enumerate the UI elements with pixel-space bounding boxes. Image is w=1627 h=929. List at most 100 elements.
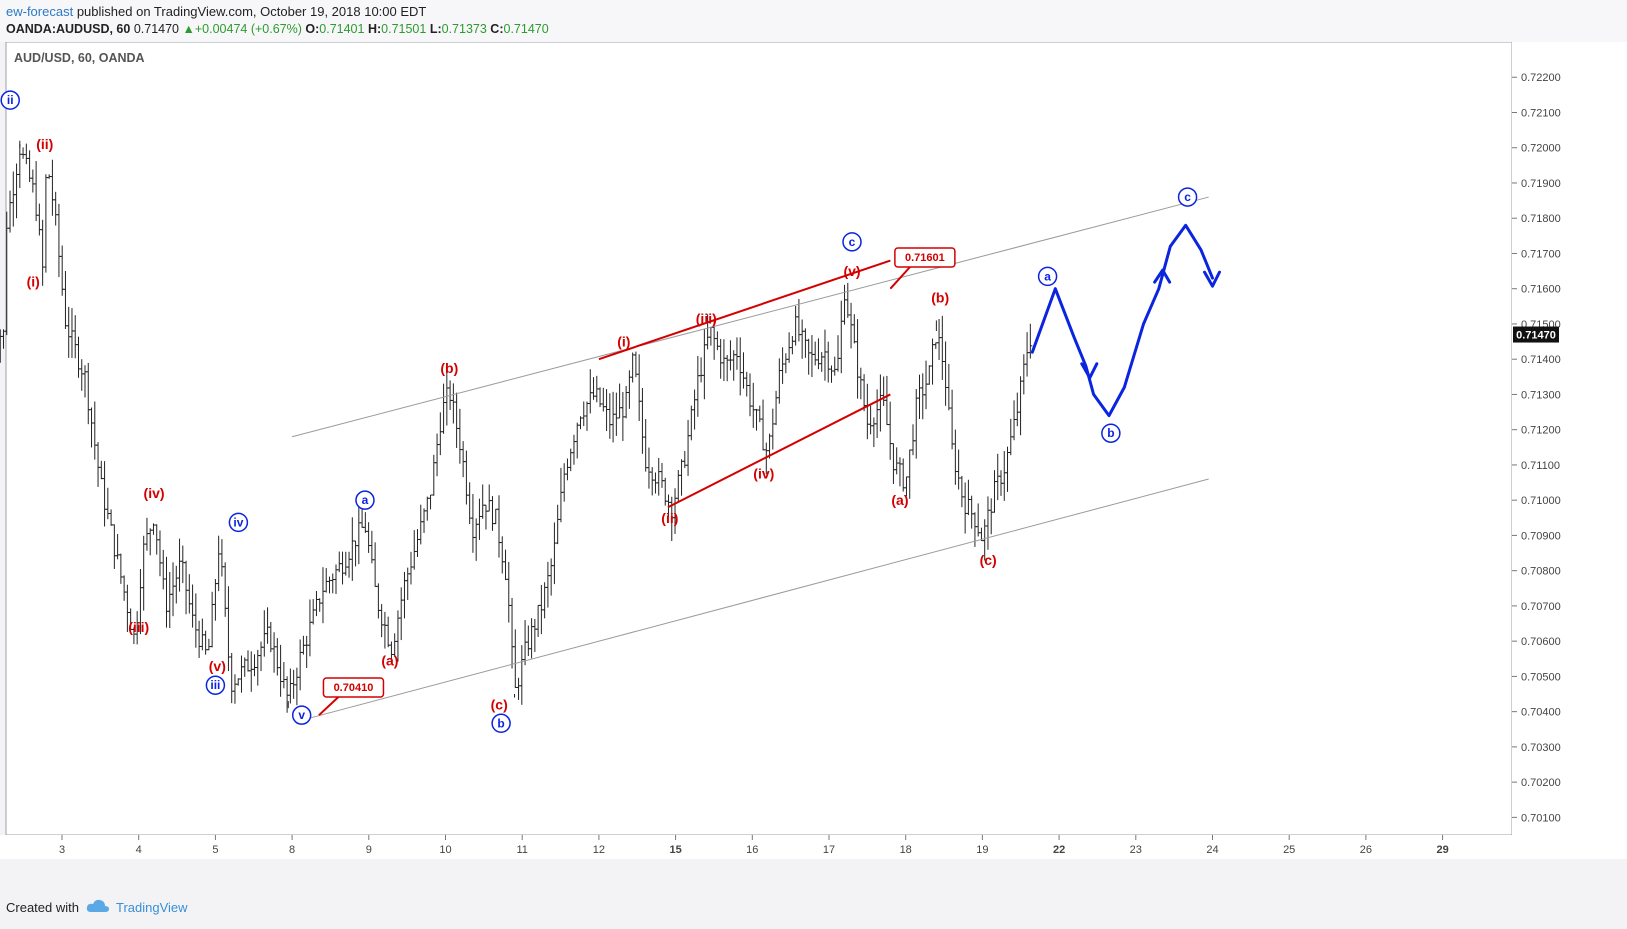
wave-label-red: (b) <box>931 290 949 306</box>
time-tick-label: 23 <box>1130 844 1142 856</box>
time-tick-label: 22 <box>1053 844 1065 856</box>
time-axis[interactable] <box>0 835 1627 859</box>
wave-label-circle <box>1037 266 1058 287</box>
projection-arrow-head <box>1153 268 1172 284</box>
time-tick-label: 16 <box>746 844 758 856</box>
time-tick-label: 11 <box>516 844 527 856</box>
wave-label-red: (v) <box>843 263 860 279</box>
time-tick-label: 5 <box>212 844 218 856</box>
chart-area[interactable]: 0.70410 0.71601 ii (ii) (i) (iii) (iv) iv (v) ii… <box>0 41 1627 887</box>
wave-label-red: (a) <box>891 492 908 508</box>
wave-label-blue: b <box>497 716 504 730</box>
time-tick-label: 10 <box>439 844 451 856</box>
wave-label-circle <box>1101 423 1121 443</box>
price-change: +0.00474 (+0.67%) <box>194 22 302 36</box>
wave-label-red: (a) <box>381 653 398 669</box>
callout-pointer <box>889 265 912 290</box>
price-tick-label: 0.71000 <box>1521 495 1561 507</box>
wave-label-red: (iii) <box>128 619 149 635</box>
projection-arrow-head <box>1080 362 1099 380</box>
price-tick-label: 0.70200 <box>1521 777 1561 789</box>
price-tick-label: 0.71300 <box>1521 389 1561 401</box>
wave-label-red: (v) <box>209 658 226 674</box>
time-tick-label: 24 <box>1206 844 1218 856</box>
chart-title: AUD/USD, 60, OANDA <box>14 51 145 65</box>
price-tick-label: 0.72000 <box>1521 143 1561 155</box>
time-tick-label: 9 <box>366 844 372 856</box>
wave-label-circle <box>0 90 20 110</box>
time-tick-label: 3 <box>59 844 65 856</box>
author-link[interactable]: ew-forecast <box>6 4 74 19</box>
wave-label-blue: a <box>1044 269 1051 283</box>
price-tick-label: 0.71800 <box>1521 213 1561 225</box>
wave-label-circle <box>491 713 511 734</box>
price-axis[interactable] <box>1512 42 1627 835</box>
price-tick-label: 0.71700 <box>1521 248 1561 260</box>
price-tick-label: 0.72100 <box>1521 107 1561 119</box>
price-tick-label: 0.70800 <box>1521 566 1561 578</box>
time-tick-label: 29 <box>1436 844 1448 856</box>
price-callout-box[interactable] <box>322 677 385 698</box>
wave-label-red: (ii) <box>661 510 678 526</box>
projection-path[interactable] <box>1030 223 1214 418</box>
wave-label-blue: iii <box>210 678 220 692</box>
wave-label-blue: a <box>362 493 369 507</box>
wave-label-red: (iv) <box>144 485 165 501</box>
wedge-line[interactable] <box>667 393 891 509</box>
wave-label-blue: v <box>298 708 305 722</box>
header-bar: ew-forecast published on TradingView.com… <box>0 0 1627 42</box>
price-tick-label: 0.70600 <box>1521 636 1561 648</box>
price-chart[interactable]: 0.70410 0.71601 ii (ii) (i) (iii) (iv) iv (v) ii… <box>0 41 1627 887</box>
wave-label-red: (c) <box>980 552 997 568</box>
price-tick-label: 0.71900 <box>1521 178 1561 190</box>
low-label: L: <box>429 22 442 36</box>
wave-label-circle <box>291 705 312 725</box>
tradingview-link[interactable]: TradingView <box>116 900 188 915</box>
time-tick-label: 26 <box>1360 844 1372 856</box>
price-tick-label: 0.71600 <box>1521 284 1561 296</box>
high-label: H: <box>367 22 382 36</box>
close-label: C: <box>490 22 504 36</box>
time-tick-label: 4 <box>136 844 142 856</box>
price-tick-label: 0.70100 <box>1521 812 1561 824</box>
price-callout-label: 0.71601 <box>905 252 945 264</box>
high-value: 0.71501 <box>381 22 427 36</box>
time-tick-label: 25 <box>1283 844 1295 856</box>
price-tick-label: 0.71400 <box>1521 354 1561 366</box>
wave-label-red: (iii) <box>696 311 717 327</box>
projection-arrow-head <box>1203 270 1221 288</box>
wave-label-blue: ii <box>7 93 14 107</box>
close-value: 0.71470 <box>503 22 549 36</box>
open-value: 0.71401 <box>319 22 365 36</box>
wave-label-circle <box>842 232 862 252</box>
price-tick-label: 0.72200 <box>1521 72 1561 84</box>
price-tick-label: 0.70700 <box>1521 601 1561 613</box>
price-callout-box[interactable] <box>894 247 956 268</box>
price-tick-label: 0.70400 <box>1521 707 1561 719</box>
channel-line[interactable] <box>291 196 1209 438</box>
wave-label-red: (ii) <box>36 136 53 152</box>
wedge-line[interactable] <box>598 259 891 361</box>
price-callout-label: 0.70410 <box>334 682 374 694</box>
wave-label-red: (iv) <box>753 466 774 482</box>
last-price-tag <box>1513 326 1559 343</box>
wave-label-blue: c <box>1184 190 1191 204</box>
channel-line[interactable] <box>307 478 1209 720</box>
wave-label-red: (c) <box>491 697 508 713</box>
wave-label-red: (i) <box>617 334 630 350</box>
ohlc-line: OANDA:AUDUSD, 60 0.71470 ▲+0.00474 (+0.6… <box>6 22 549 36</box>
plot-frame <box>5 41 1513 836</box>
time-tick-label: 17 <box>823 844 835 856</box>
open-label: O: <box>305 22 320 36</box>
footer: Created with TradingView <box>0 887 1627 929</box>
last-price-tag-label: 0.71470 <box>1516 330 1556 342</box>
callout-pointer <box>318 695 341 716</box>
wave-label-blue: c <box>849 235 856 249</box>
time-tick-label: 19 <box>976 844 988 856</box>
wave-label-red: (b) <box>440 360 458 376</box>
up-arrow-icon: ▲ <box>182 22 195 36</box>
time-tick-label: 15 <box>669 844 681 856</box>
wave-label-blue: b <box>1107 426 1114 440</box>
low-value: 0.71373 <box>441 22 487 36</box>
wave-label-blue: iv <box>233 515 243 529</box>
